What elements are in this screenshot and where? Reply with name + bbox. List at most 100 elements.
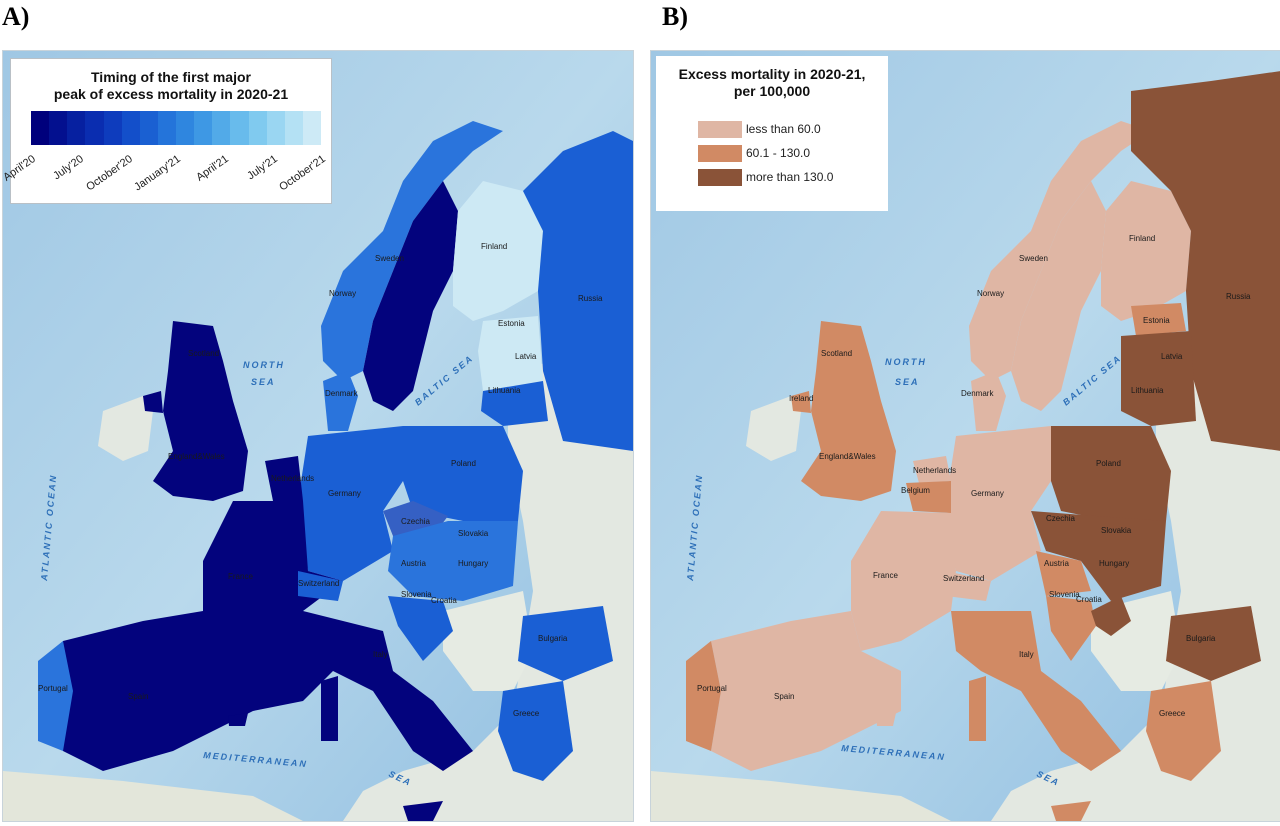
other-land-africa-b: [651, 771, 951, 821]
balkans-other: [443, 591, 533, 691]
switzerland-shape-b: [946, 571, 991, 601]
ramp-step: [49, 111, 68, 145]
label-czechia-b: Czechia: [1046, 514, 1075, 523]
timing-tick-labels: April'20 July'20 October'20 January'21 April…: [3, 147, 328, 197]
timing-tick-label: October'20: [83, 153, 135, 194]
ireland-land: [98, 396, 153, 461]
legend-swatch-low: [698, 120, 742, 138]
balearic-shape-b: [876, 713, 896, 726]
timing-map: Norway Sweden Finland Russia Estonia Lat…: [2, 50, 634, 822]
sea-north: NORTH: [243, 360, 285, 370]
austria-shape-b: [1036, 551, 1091, 596]
label-slovakia: Slovakia: [458, 529, 489, 538]
sea-north-2-b: SEA: [895, 377, 920, 387]
label-norway-b: Norway: [977, 289, 1004, 298]
sweden-shape: [363, 181, 458, 411]
switzerland-shape: [298, 571, 343, 601]
label-sweden: Sweden: [375, 254, 404, 263]
n-ireland-shape-b: [791, 391, 811, 413]
label-netherlands-b: Netherlands: [913, 466, 956, 475]
label-latvia: Latvia: [515, 352, 537, 361]
poland-shape: [403, 426, 523, 521]
czechia-slovakia-hungary-b: [1031, 511, 1166, 601]
france-shape-b: [851, 511, 956, 651]
baltics-north-shape: [478, 316, 543, 391]
timing-legend: Timing of the first major peak of excess…: [3, 58, 332, 204]
label-finland: Finland: [481, 242, 507, 251]
label-norway: Norway: [329, 289, 356, 298]
denmark-shape-b: [971, 371, 1006, 431]
timing-color-ramp: [31, 111, 321, 145]
latvia-lithuania-shape-b: [1121, 331, 1196, 426]
russia-shape-b: [1131, 71, 1280, 451]
label-france-b: France: [873, 571, 898, 580]
label-czechia: Czechia: [401, 517, 430, 526]
ireland-land-b: [746, 396, 801, 461]
timing-legend-title-line2: peak of excess mortality in 2020-21: [53, 86, 289, 102]
mortality-legend-title: Excess mortality in 2020-21, per 100,000: [656, 66, 888, 100]
greece-shape: [498, 681, 573, 781]
ramp-step: [230, 111, 249, 145]
ramp-step: [248, 111, 267, 145]
label-slovakia-b: Slovakia: [1101, 526, 1132, 535]
label-italy: Italy: [373, 650, 388, 659]
label-lithuania-b: Lithuania: [1131, 386, 1164, 395]
other-land-africa: [3, 771, 303, 821]
label-croatia-b: Croatia: [1076, 595, 1102, 604]
label-denmark-b: Denmark: [961, 389, 994, 398]
ramp-step: [157, 111, 176, 145]
croatia-shape: [388, 596, 453, 661]
label-england: England&Wales: [168, 452, 225, 461]
panel-a-label: A): [2, 2, 30, 31]
timing-tick-label: January'21: [132, 153, 183, 194]
label-portugal-b: Portugal: [697, 684, 727, 693]
ramp-step: [67, 111, 86, 145]
n-ireland-shape: [143, 391, 163, 413]
ramp-step: [266, 111, 285, 145]
legend-swatch-high: [698, 168, 742, 186]
mortality-legend-title-line2: per 100,000: [733, 83, 811, 99]
label-greece: Greece: [513, 709, 540, 718]
sicily-shape-b: [1051, 801, 1091, 821]
italy-shape-b: [951, 611, 1121, 771]
label-france: France: [228, 572, 253, 581]
legend-class-low: less than 60.0: [698, 120, 821, 138]
ramp-step: [176, 111, 195, 145]
legend-class-high-label: more than 130.0: [746, 170, 834, 184]
legend-class-low-label: less than 60.0: [746, 122, 821, 136]
label-estonia-b: Estonia: [1143, 316, 1170, 325]
timing-legend-title-line1: Timing of the first major: [91, 69, 251, 85]
netherlands-shape-b: [913, 456, 951, 483]
greece-shape-b: [1146, 681, 1221, 781]
label-germany: Germany: [328, 489, 361, 498]
norway-shape-b: [969, 121, 1151, 381]
poland-shape-b: [1051, 426, 1171, 521]
portugal-shape: [38, 641, 73, 751]
lithuania-shape: [481, 381, 548, 426]
label-hungary: Hungary: [458, 559, 488, 568]
bulgaria-shape-b: [1166, 606, 1261, 681]
spain-shape-b: [711, 611, 901, 771]
timing-tick-label: April'21: [194, 153, 232, 184]
label-finland-b: Finland: [1129, 234, 1155, 243]
label-bulgaria-b: Bulgaria: [1186, 634, 1216, 643]
sardinia-shape: [321, 676, 338, 741]
label-russia-b: Russia: [1226, 292, 1251, 301]
timing-tick-label: October'21: [277, 153, 328, 194]
legend-swatch-medium: [698, 144, 742, 162]
bulgaria-shape: [518, 606, 613, 681]
label-greece-b: Greece: [1159, 709, 1186, 718]
balearic-shape: [228, 713, 248, 726]
label-latvia-b: Latvia: [1161, 352, 1183, 361]
label-spain: Spain: [128, 692, 148, 701]
label-lithuania: Lithuania: [488, 386, 521, 395]
sea-north-2: SEA: [251, 377, 276, 387]
ramp-step: [31, 111, 50, 145]
label-germany-b: Germany: [971, 489, 1004, 498]
west-south-shape: [53, 501, 473, 771]
sicily-shape: [403, 801, 443, 821]
mortality-legend: Excess mortality in 2020-21, per 100,000…: [656, 56, 888, 211]
ramp-step: [103, 111, 122, 145]
sea-north-b: NORTH: [885, 357, 927, 367]
label-estonia: Estonia: [498, 319, 525, 328]
